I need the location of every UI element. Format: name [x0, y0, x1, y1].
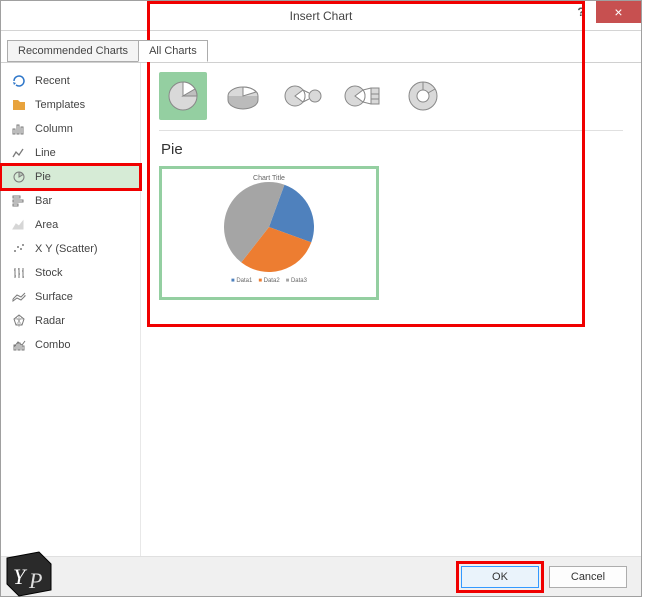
sidebar-item-line[interactable]: Line [1, 141, 140, 165]
sidebar-item-bar[interactable]: Bar [1, 189, 140, 213]
combo-icon [11, 337, 27, 353]
legend-item: Data2 [258, 278, 279, 284]
subtype-bar-of-pie[interactable] [339, 72, 387, 120]
dialog-title: Insert Chart [1, 9, 641, 23]
sidebar-item-label: Bar [35, 195, 52, 207]
subtype-pie-of-pie[interactable] [279, 72, 327, 120]
dialog-body: Recent Templates Column Line Pie Bar Area X Y (… [1, 63, 641, 557]
pie-icon [11, 169, 27, 185]
close-button[interactable]: × [596, 1, 641, 23]
chart-type-sidebar: Recent Templates Column Line Pie Bar Area X Y (… [1, 63, 141, 557]
sidebar-item-recent[interactable]: Recent [1, 69, 140, 93]
line-icon [11, 145, 27, 161]
sidebar-item-templates[interactable]: Templates [1, 93, 140, 117]
legend-item: Data3 [286, 278, 307, 284]
sidebar-item-pie[interactable]: Pie [1, 165, 140, 189]
preview-pie-icon [224, 182, 314, 272]
sidebar-item-surface[interactable]: Surface [1, 285, 140, 309]
preview-legend: Data1 Data2 Data3 [231, 278, 307, 284]
help-button[interactable]: ? [566, 1, 596, 23]
tab-recommended-charts[interactable]: Recommended Charts [7, 40, 139, 62]
sidebar-item-label: Combo [35, 339, 70, 351]
sidebar-item-label: Recent [35, 75, 70, 87]
subtype-doughnut[interactable] [399, 72, 447, 120]
sidebar-item-label: Line [35, 147, 56, 159]
main-panel: Pie Chart Title Data1 Data2 Data3 [141, 63, 641, 557]
sidebar-item-label: Stock [35, 267, 63, 279]
area-icon [11, 217, 27, 233]
sidebar-item-x-y-scatter-[interactable]: X Y (Scatter) [1, 237, 140, 261]
sidebar-item-combo[interactable]: Combo [1, 333, 140, 357]
cancel-button[interactable]: Cancel [549, 566, 627, 588]
dialog-footer: OK Cancel [1, 556, 641, 596]
radar-icon [11, 313, 27, 329]
sidebar-item-label: Surface [35, 291, 73, 303]
subtype-row [159, 71, 623, 131]
sidebar-item-area[interactable]: Area [1, 213, 140, 237]
sidebar-item-radar[interactable]: Radar [1, 309, 140, 333]
sidebar-item-stock[interactable]: Stock [1, 261, 140, 285]
tab-strip: Recommended Charts All Charts [1, 37, 641, 63]
templates-icon [11, 97, 27, 113]
recent-icon [11, 73, 27, 89]
column-icon [11, 121, 27, 137]
window-controls: ? × [566, 1, 641, 30]
preview-title: Chart Title [253, 175, 285, 182]
title-bar: Insert Chart ? × [1, 1, 641, 31]
bar-icon [11, 193, 27, 209]
sidebar-item-label: Pie [35, 171, 51, 183]
subtype-section-title: Pie [161, 141, 623, 158]
sidebar-item-label: Column [35, 123, 73, 135]
tab-all-charts[interactable]: All Charts [138, 40, 208, 62]
subtype-pie-3d[interactable] [219, 72, 267, 120]
ok-button[interactable]: OK [461, 566, 539, 588]
chart-preview[interactable]: Chart Title Data1 Data2 Data3 [159, 166, 379, 300]
subtype-pie[interactable] [159, 72, 207, 120]
legend-item: Data1 [231, 278, 252, 284]
insert-chart-dialog: Insert Chart ? × Recommended Charts All … [0, 0, 642, 597]
sidebar-item-label: Radar [35, 315, 65, 327]
sidebar-item-label: Templates [35, 99, 85, 111]
sidebar-item-column[interactable]: Column [1, 117, 140, 141]
scatter-icon [11, 241, 27, 257]
stock-icon [11, 265, 27, 281]
sidebar-item-label: X Y (Scatter) [35, 243, 98, 255]
surface-icon [11, 289, 27, 305]
sidebar-item-label: Area [35, 219, 58, 231]
